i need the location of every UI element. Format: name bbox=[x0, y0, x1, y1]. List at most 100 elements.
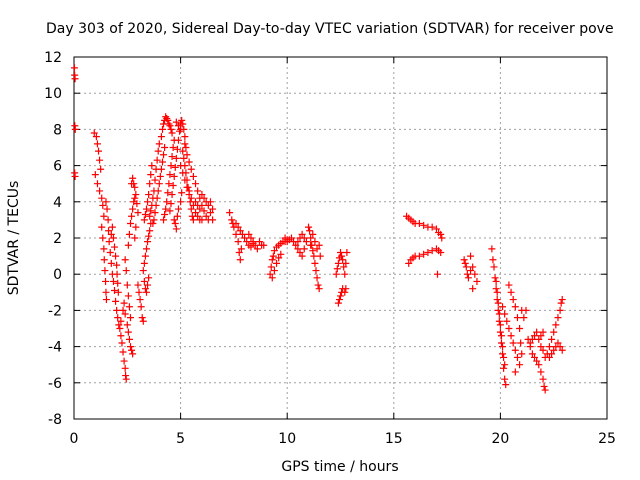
data-point bbox=[269, 252, 277, 260]
data-point bbox=[126, 220, 134, 228]
data-point bbox=[153, 156, 161, 164]
data-point bbox=[128, 212, 136, 220]
data-point bbox=[315, 285, 323, 293]
data-points bbox=[70, 64, 566, 394]
data-point bbox=[117, 317, 125, 325]
data-point bbox=[181, 176, 189, 184]
data-point bbox=[192, 209, 200, 217]
data-point bbox=[509, 339, 517, 347]
data-point bbox=[105, 238, 113, 246]
data-point bbox=[196, 205, 204, 213]
data-point bbox=[260, 241, 268, 249]
data-point bbox=[200, 194, 208, 202]
data-point bbox=[115, 321, 123, 329]
data-point bbox=[121, 310, 129, 318]
data-point bbox=[343, 248, 351, 256]
data-point bbox=[121, 364, 129, 372]
data-point bbox=[556, 306, 564, 314]
data-point bbox=[469, 263, 477, 271]
data-point bbox=[342, 259, 350, 267]
data-point bbox=[513, 353, 521, 361]
data-point bbox=[108, 223, 116, 231]
data-point bbox=[241, 234, 249, 242]
data-point bbox=[537, 368, 545, 376]
data-point bbox=[312, 267, 320, 275]
data-point bbox=[187, 205, 195, 213]
data-point bbox=[100, 245, 108, 253]
data-point bbox=[182, 144, 190, 151]
data-point bbox=[226, 209, 234, 217]
data-point bbox=[507, 332, 515, 340]
y-tick-label: 0 bbox=[53, 267, 62, 283]
data-point bbox=[139, 267, 147, 275]
data-point bbox=[99, 234, 107, 242]
data-point bbox=[140, 216, 148, 224]
data-point bbox=[202, 212, 210, 220]
data-point bbox=[161, 210, 169, 218]
y-tick-labels: -8 -6 -4 -2 0 2 4 6 8 10 12 bbox=[44, 50, 62, 428]
data-point bbox=[491, 274, 499, 282]
y-tick-label: -6 bbox=[48, 376, 62, 392]
data-point bbox=[415, 220, 423, 228]
data-point bbox=[545, 343, 553, 351]
data-point bbox=[179, 147, 187, 155]
data-point bbox=[170, 216, 178, 224]
data-point bbox=[122, 267, 130, 275]
data-point bbox=[535, 335, 543, 343]
data-point bbox=[424, 248, 432, 256]
data-point bbox=[537, 343, 545, 351]
data-point bbox=[294, 245, 302, 253]
data-point bbox=[499, 350, 507, 358]
data-point bbox=[405, 259, 413, 267]
data-point bbox=[489, 256, 497, 264]
data-point bbox=[102, 288, 110, 296]
data-point bbox=[183, 183, 191, 191]
data-point bbox=[134, 209, 142, 217]
data-point bbox=[340, 263, 348, 271]
chart-title: Day 303 of 2020, Sidereal Day-to-day VTE… bbox=[46, 21, 614, 37]
data-point bbox=[118, 339, 126, 347]
data-point bbox=[228, 216, 236, 224]
data-point bbox=[511, 303, 519, 311]
data-point bbox=[505, 325, 513, 332]
data-point bbox=[415, 252, 423, 260]
data-point bbox=[467, 252, 475, 260]
data-point bbox=[490, 263, 498, 271]
data-point bbox=[109, 234, 117, 242]
data-point bbox=[300, 245, 308, 253]
data-point bbox=[181, 133, 189, 141]
data-point bbox=[160, 216, 168, 224]
data-point bbox=[123, 281, 131, 289]
data-point bbox=[237, 245, 245, 253]
data-point bbox=[209, 205, 217, 213]
y-tick-label: -8 bbox=[48, 412, 62, 428]
data-point bbox=[113, 270, 121, 278]
data-point bbox=[437, 230, 445, 238]
x-tick-label: 15 bbox=[385, 431, 403, 447]
data-point bbox=[524, 335, 532, 343]
data-point bbox=[185, 187, 193, 195]
data-point bbox=[102, 198, 110, 206]
data-point bbox=[298, 252, 306, 260]
data-point bbox=[123, 321, 131, 329]
data-point bbox=[501, 361, 509, 369]
data-point bbox=[166, 122, 174, 130]
data-point bbox=[185, 158, 193, 166]
data-point bbox=[187, 165, 195, 173]
data-point bbox=[116, 325, 124, 332]
data-point bbox=[497, 339, 505, 347]
data-point bbox=[236, 256, 244, 264]
data-point bbox=[337, 292, 344, 300]
data-point bbox=[134, 281, 142, 289]
data-point bbox=[145, 232, 153, 240]
data-point bbox=[172, 154, 180, 162]
data-point bbox=[155, 140, 163, 148]
data-point bbox=[172, 225, 180, 233]
data-point bbox=[171, 163, 179, 171]
data-point bbox=[473, 277, 481, 285]
data-point bbox=[133, 200, 141, 208]
x-tick-label: 10 bbox=[278, 431, 296, 447]
data-point bbox=[315, 241, 323, 249]
data-point bbox=[511, 346, 519, 354]
